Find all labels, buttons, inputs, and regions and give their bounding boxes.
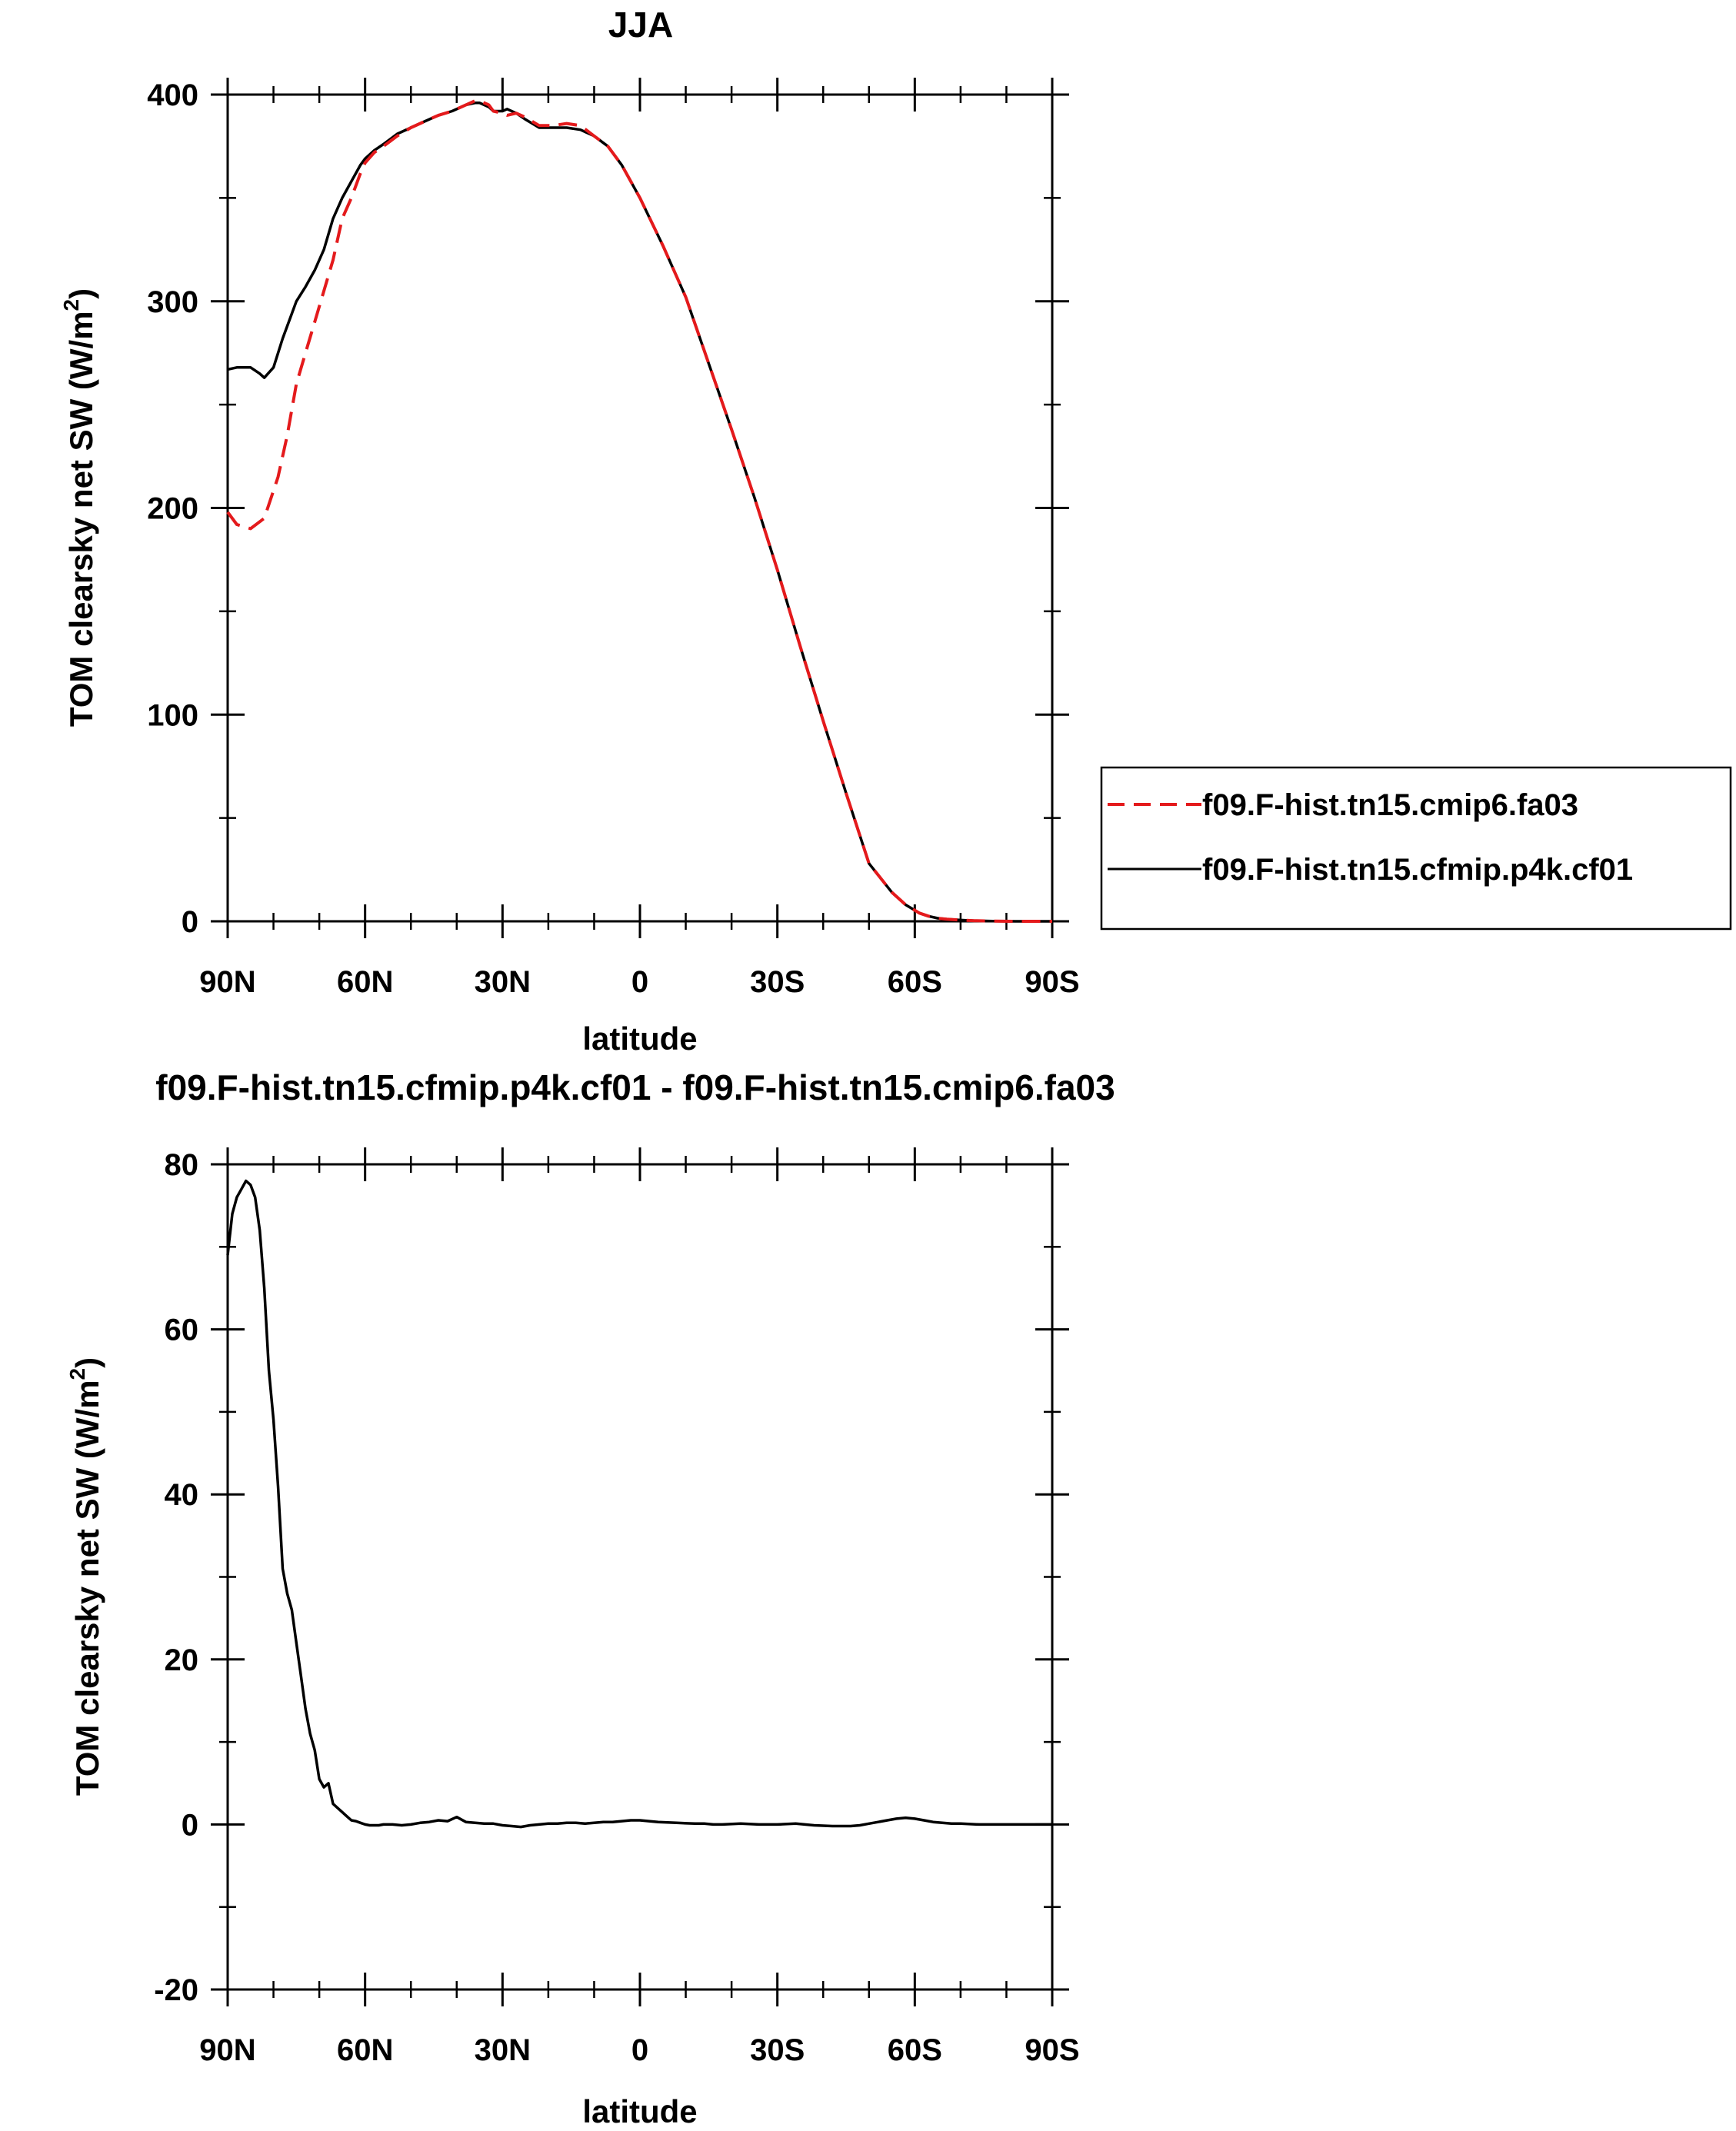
top-y-axis-label-close: ) (63, 288, 99, 299)
top-y-axis-label-sup: 2 (59, 299, 83, 311)
y-tick-label: 400 (147, 78, 198, 112)
legend-box (1100, 766, 1732, 931)
x-tick-label: 30N (475, 965, 531, 999)
x-tick-label: 90N (199, 965, 255, 999)
x-tick-label: 60N (337, 2033, 393, 2067)
bottom-chart-panel: f09.F-hist.tn15.cfmip.p4k.cf01 - f09.F-h… (65, 1067, 1115, 2129)
bottom-chart-title: f09.F-hist.tn15.cfmip.p4k.cf01 - f09.F-h… (155, 1067, 1115, 1107)
y-tick-label: 20 (165, 1643, 199, 1677)
x-tick-label: 60S (888, 965, 942, 999)
y-tick-label: 0 (182, 905, 198, 939)
bottom-chart-lines (226, 1179, 1052, 1829)
bottom-x-axis-label: latitude (582, 2093, 697, 2129)
top-chart-lines (226, 99, 1052, 923)
top-chart-panel: JJA 0 100 200 300 400 90N 60N 30N 0 30S 60S 90S la… (59, 5, 1732, 1057)
top-x-ticks: 90N 60N 30N 0 30S 60S 90S (199, 78, 1080, 999)
y-tick-label: 40 (165, 1478, 199, 1512)
legend-label-fa03: f09.F-hist.tn15.cmip6.fa03 (1202, 788, 1578, 822)
y-tick-label: -20 (154, 1973, 198, 2007)
legend: f09.F-hist.tn15.cmip6.fa03 f09.F-hist.tn… (1100, 766, 1732, 931)
x-tick-label: 30S (750, 2033, 805, 2067)
y-tick-label: 80 (165, 1148, 199, 1182)
bottom-y-axis-label-close: ) (69, 1357, 105, 1368)
legend-label-cf01: f09.F-hist.tn15.cfmip.p4k.cf01 (1202, 853, 1633, 887)
top-y-ticks: 0 100 200 300 400 (147, 78, 1069, 939)
x-tick-label: 0 (631, 965, 648, 999)
x-tick-label: 60N (337, 965, 393, 999)
bottom-x-ticks: 90N 60N 30N 0 30S 60S 90S (199, 1147, 1080, 2067)
x-tick-label: 30S (750, 965, 805, 999)
series-line-fa03 (226, 99, 1052, 923)
y-tick-label: 0 (182, 1808, 198, 1842)
y-tick-label: 100 (147, 698, 198, 732)
x-tick-label: 60S (888, 2033, 942, 2067)
x-tick-label: 90S (1025, 2033, 1079, 2067)
top-x-axis-label: latitude (582, 1021, 697, 1057)
top-chart-title: JJA (608, 5, 673, 45)
x-tick-label: 90N (199, 2033, 255, 2067)
x-tick-label: 90S (1025, 965, 1079, 999)
y-tick-label: 200 (147, 492, 198, 526)
bottom-y-axis-label: TOM clearsky net SW (W/m2) (65, 1357, 105, 1796)
top-y-axis-label-main: TOM clearsky net SW (W/m (63, 311, 99, 727)
bottom-y-ticks: -20 0 20 40 60 80 (154, 1148, 1069, 2007)
top-y-axis-label: TOM clearsky net SW (W/m2) (59, 288, 99, 727)
series-line-cf01 (227, 102, 1052, 923)
bottom-chart-frame (226, 1163, 1054, 1991)
x-tick-label: 0 (631, 2033, 648, 2067)
bottom-y-axis-label-main: TOM clearsky net SW (W/m (69, 1380, 105, 1796)
bottom-y-axis-label-sup: 2 (65, 1368, 89, 1380)
top-chart-frame (226, 93, 1054, 923)
x-tick-label: 30N (475, 2033, 531, 2067)
y-tick-label: 300 (147, 285, 198, 319)
y-tick-label: 60 (165, 1314, 199, 1347)
series-line-difference (226, 1179, 1052, 1829)
